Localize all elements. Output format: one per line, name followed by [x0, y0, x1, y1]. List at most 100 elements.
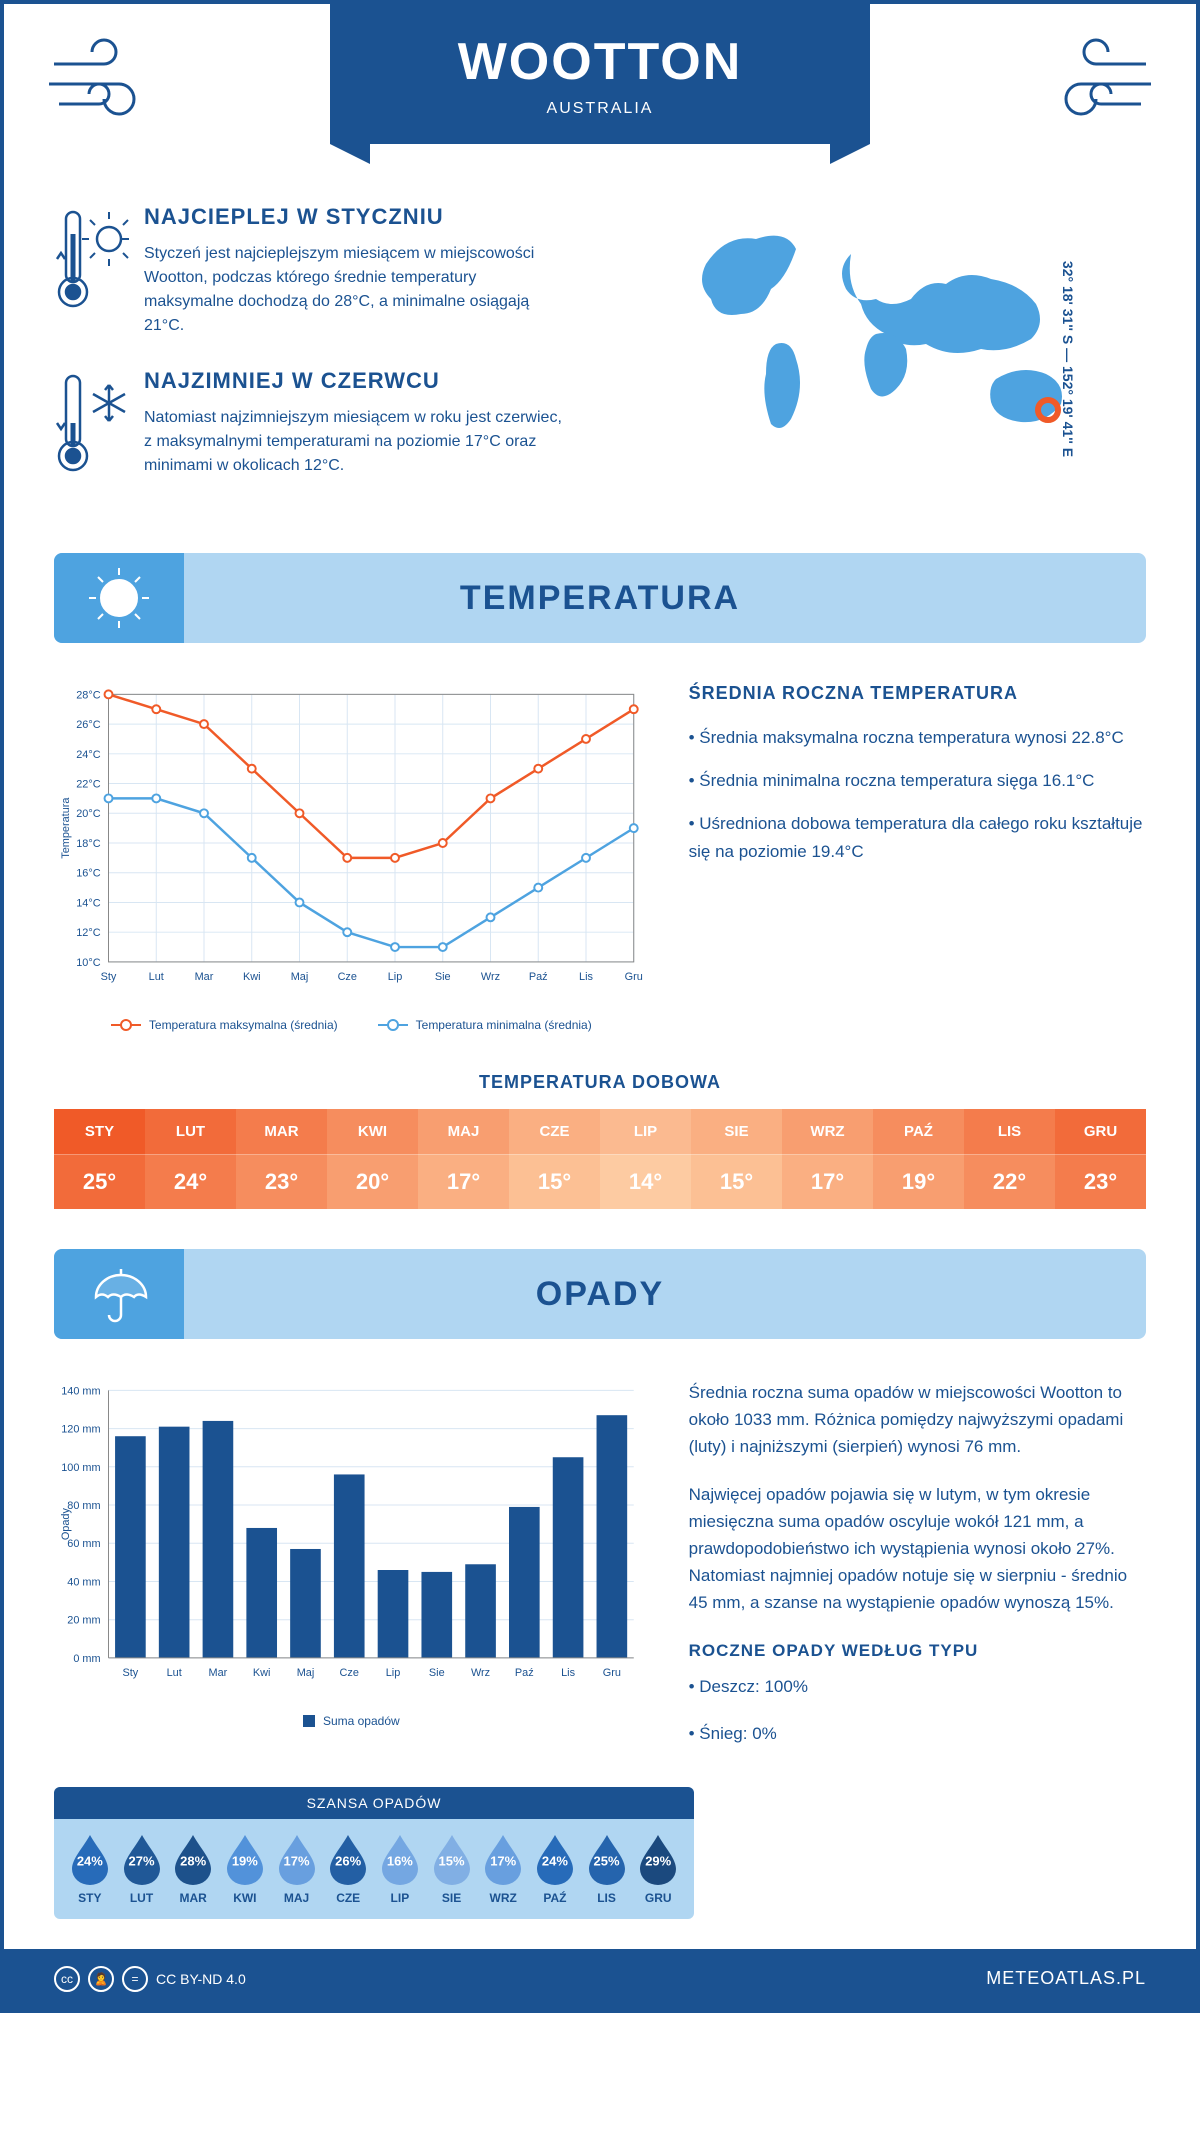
dobowa-value: 17°: [782, 1154, 873, 1209]
temp-stat: • Uśredniona dobowa temperatura dla całe…: [689, 810, 1146, 864]
svg-text:12°C: 12°C: [76, 927, 100, 939]
city-name: WOOTTON: [330, 32, 870, 92]
svg-text:22°C: 22°C: [76, 779, 100, 791]
coordinates: 32° 18' 31'' S — 152° 19' 41'' E: [1060, 260, 1076, 456]
chance-drop: 25% LIS: [581, 1833, 633, 1905]
temp-stat: • Średnia minimalna roczna temperatura s…: [689, 767, 1146, 794]
coldest-text: Natomiast najzimniejszym miesiącem w rok…: [144, 406, 564, 478]
svg-text:16°C: 16°C: [76, 868, 100, 880]
wind-icon: [44, 34, 164, 129]
temperature-title: TEMPERATURA: [460, 579, 740, 618]
svg-text:120 mm: 120 mm: [61, 1424, 100, 1436]
svg-text:Cze: Cze: [340, 1667, 359, 1679]
footer: cc 🙎 = CC BY-ND 4.0 METEOATLAS.PL: [4, 1949, 1196, 2009]
svg-text:Lut: Lut: [167, 1667, 182, 1679]
svg-text:Mar: Mar: [195, 971, 214, 983]
svg-text:80 mm: 80 mm: [67, 1500, 100, 1512]
dobowa-value: 17°: [418, 1154, 509, 1209]
svg-text:0 mm: 0 mm: [73, 1653, 100, 1665]
dobowa-value: 15°: [509, 1154, 600, 1209]
info-row: NAJCIEPLEJ W STYCZNIU Styczeń jest najci…: [4, 184, 1196, 553]
svg-text:Kwi: Kwi: [253, 1667, 271, 1679]
precipitation-section-bar: OPADY: [54, 1249, 1146, 1339]
by-icon: 🙎: [88, 1966, 114, 1992]
dobowa-month: LUT: [145, 1109, 236, 1154]
chance-drop: 17% WRZ: [477, 1833, 529, 1905]
dobowa-month: GRU: [1055, 1109, 1146, 1154]
dobowa-month: MAR: [236, 1109, 327, 1154]
dobowa-value: 24°: [145, 1154, 236, 1209]
svg-text:Sty: Sty: [123, 1667, 139, 1679]
precip-type-title: ROCZNE OPADY WEDŁUG TYPU: [689, 1641, 1146, 1661]
nd-icon: =: [122, 1966, 148, 1992]
chance-title: SZANSA OPADÓW: [54, 1787, 694, 1819]
dobowa-month: LIP: [600, 1109, 691, 1154]
legend-max: Temperatura maksymalna (średnia): [111, 1018, 338, 1032]
svg-text:Lip: Lip: [386, 1667, 401, 1679]
svg-text:Sie: Sie: [435, 971, 451, 983]
dobowa-month: KWI: [327, 1109, 418, 1154]
chance-drop: 19% KWI: [219, 1833, 271, 1905]
wind-icon: [1036, 34, 1156, 129]
dobowa-month: STY: [54, 1109, 145, 1154]
dobowa-month: CZE: [509, 1109, 600, 1154]
dobowa-value: 23°: [1055, 1154, 1146, 1209]
svg-text:40 mm: 40 mm: [67, 1576, 100, 1588]
svg-text:Wrz: Wrz: [471, 1667, 490, 1679]
precip-type: • Deszcz: 100%: [689, 1673, 1146, 1700]
chance-drop: 29% GRU: [632, 1833, 684, 1905]
legend-precip: Suma opadów: [303, 1714, 400, 1728]
svg-text:Lis: Lis: [579, 971, 593, 983]
world-map: 32° 18' 31'' S — 152° 19' 41'' E: [666, 204, 1146, 513]
umbrella-icon: [54, 1249, 184, 1339]
svg-text:20 mm: 20 mm: [67, 1615, 100, 1627]
chance-drop: 15% SIE: [426, 1833, 478, 1905]
svg-text:60 mm: 60 mm: [67, 1538, 100, 1550]
svg-text:Mar: Mar: [209, 1667, 228, 1679]
chance-drop: 28% MAR: [167, 1833, 219, 1905]
temperature-chart: 10°C12°C14°C16°C18°C20°C22°C24°C26°C28°C…: [54, 683, 649, 1032]
precip-para: Średnia roczna suma opadów w miejscowośc…: [689, 1379, 1146, 1461]
chance-drop: 24% PAŹ: [529, 1833, 581, 1905]
dobowa-month: LIS: [964, 1109, 1055, 1154]
chance-drop: 24% STY: [64, 1833, 116, 1905]
svg-text:Lis: Lis: [561, 1667, 575, 1679]
svg-text:Maj: Maj: [297, 1667, 315, 1679]
dobowa-value: 23°: [236, 1154, 327, 1209]
chance-drop: 26% CZE: [322, 1833, 374, 1905]
svg-text:28°C: 28°C: [76, 689, 100, 701]
svg-text:Gru: Gru: [603, 1667, 621, 1679]
svg-text:Lip: Lip: [388, 971, 403, 983]
precip-title: OPADY: [536, 1275, 664, 1314]
svg-text:26°C: 26°C: [76, 719, 100, 731]
dobowa-month: PAŹ: [873, 1109, 964, 1154]
brand: METEOATLAS.PL: [986, 1968, 1146, 1989]
chance-drop: 17% MAJ: [271, 1833, 323, 1905]
svg-text:Maj: Maj: [291, 971, 309, 983]
chance-of-precipitation: SZANSA OPADÓW 24% STY 27% LUT 28%: [54, 1787, 694, 1919]
warmest-block: NAJCIEPLEJ W STYCZNIU Styczeń jest najci…: [54, 204, 666, 338]
svg-text:20°C: 20°C: [76, 808, 100, 820]
temperature-section-bar: TEMPERATURA: [54, 553, 1146, 643]
warmest-title: NAJCIEPLEJ W STYCZNIU: [144, 204, 564, 230]
svg-text:18°C: 18°C: [76, 838, 100, 850]
coldest-title: NAJZIMNIEJ W CZERWCU: [144, 368, 564, 394]
thermometer-snow-icon: [54, 368, 144, 483]
dobowa-title: TEMPERATURA DOBOWA: [54, 1072, 1146, 1093]
legend-min: Temperatura minimalna (średnia): [378, 1018, 592, 1032]
dobowa-value: 22°: [964, 1154, 1055, 1209]
svg-text:Paź: Paź: [515, 1667, 534, 1679]
dobowa-month: SIE: [691, 1109, 782, 1154]
svg-text:Paź: Paź: [529, 971, 548, 983]
coldest-block: NAJZIMNIEJ W CZERWCU Natomiast najzimnie…: [54, 368, 666, 483]
svg-text:Opady: Opady: [60, 1508, 72, 1541]
precip-para: Najwięcej opadów pojawia się w lutym, w …: [689, 1481, 1146, 1617]
chance-drop: 16% LIP: [374, 1833, 426, 1905]
dobowa-value: 25°: [54, 1154, 145, 1209]
country-name: AUSTRALIA: [330, 100, 870, 118]
header: WOOTTON AUSTRALIA: [4, 4, 1196, 184]
svg-text:Wrz: Wrz: [481, 971, 500, 983]
warmest-text: Styczeń jest najcieplejszym miesiącem w …: [144, 242, 564, 338]
thermometer-sun-icon: [54, 204, 144, 338]
dobowa-value: 14°: [600, 1154, 691, 1209]
